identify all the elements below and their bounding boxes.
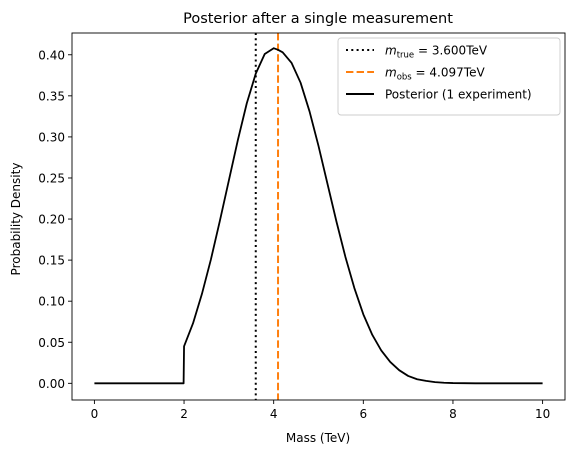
- legend-subscript: true: [397, 51, 414, 61]
- x-tick-label: 10: [535, 407, 550, 421]
- legend-label-1: mobs = 4.097TeV: [385, 66, 485, 83]
- y-tick-label: 0.05: [38, 336, 65, 350]
- x-tick-label: 8: [449, 407, 457, 421]
- legend-symbol: m: [385, 44, 397, 58]
- axes-frame: [71, 32, 566, 401]
- y-tick-label: 0.40: [38, 48, 65, 62]
- y-axis-label: Probability Density: [9, 163, 23, 276]
- y-tick-label: 0.35: [38, 89, 65, 103]
- legend-value: = 4.097TeV: [412, 66, 486, 80]
- y-tick-label: 0.15: [38, 254, 65, 268]
- x-tick-label: 0: [91, 407, 99, 421]
- legend-label-0: mtrue = 3.600TeV: [385, 44, 488, 61]
- y-tick-label: 0.10: [38, 295, 65, 309]
- x-tick-label: 6: [359, 407, 367, 421]
- series-line-0: [94, 47, 543, 385]
- legend-value: = 3.600TeV: [414, 44, 488, 58]
- axis-ticks: 0 2 4 6 8 10 0.00 0.05 0.10 0.15 0.20 0.25 0.30 0.35 0…: [38, 48, 550, 421]
- legend-box: [337, 37, 561, 116]
- x-tick-label: 4: [270, 407, 278, 421]
- y-tick-label: 0.00: [38, 377, 65, 391]
- legend-subscript: obs: [397, 73, 413, 83]
- x-tick-label: 2: [180, 407, 188, 421]
- chart-title: Posterior after a single measurement: [183, 11, 453, 27]
- legend-symbol: m: [385, 66, 397, 80]
- y-tick-label: 0.30: [38, 130, 65, 144]
- x-axis-label: Mass (TeV): [286, 431, 350, 445]
- plot-area: [71, 32, 566, 401]
- y-tick-label: 0.25: [38, 171, 65, 185]
- y-tick-label: 0.20: [38, 213, 65, 227]
- legend-label-2: Posterior (1 experiment): [385, 88, 532, 102]
